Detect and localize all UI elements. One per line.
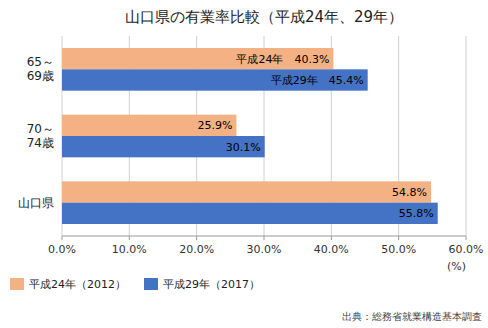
tick-mark — [129, 236, 130, 240]
legend-swatch — [10, 278, 24, 290]
x-axis — [62, 236, 466, 237]
axis-label: (%) — [447, 260, 466, 273]
tick-mark — [331, 236, 332, 240]
legend: 平成24年（2012） 平成29年（2017） — [10, 278, 260, 291]
title: 山口県の有業率比較（平成24年、29年） — [125, 8, 403, 26]
category-label: 山口県 — [18, 196, 54, 210]
tick-label: 50.0% — [381, 243, 416, 256]
data-label: 25.9% — [197, 119, 232, 132]
data-label: 平成24年 40.3% — [236, 53, 329, 66]
tick-mark — [196, 236, 197, 240]
bar — [62, 181, 431, 202]
bar — [62, 48, 333, 69]
tick-mark — [466, 236, 467, 240]
tick-label: 0.0% — [48, 243, 76, 256]
data-label: 30.1% — [226, 141, 261, 154]
bar — [62, 115, 236, 136]
tick-label: 40.0% — [314, 243, 349, 256]
bar — [62, 69, 368, 90]
bar — [62, 203, 438, 224]
tick-mark — [62, 236, 63, 240]
data-label: 平成29年 45.4% — [271, 74, 364, 87]
tick-mark — [398, 236, 399, 240]
chart: 山口県の有業率比較（平成24年、29年） 0.0% 10.0% 20.0% 30.0% 4… — [0, 0, 488, 328]
legend-label: 平成29年（2017） — [163, 278, 260, 291]
bar — [62, 136, 265, 157]
data-labels: 平成24年 40.3% 25.9% 54.8% 平成29年 45.4% 30.1% 55.… — [197, 53, 433, 221]
tick-label: 10.0% — [112, 243, 147, 256]
tick-label: 30.0% — [247, 243, 282, 256]
bars — [62, 48, 438, 224]
data-label: 54.8% — [392, 186, 427, 199]
data-label: 55.8% — [399, 207, 434, 220]
legend-swatch — [144, 278, 158, 290]
grid-line — [466, 36, 467, 236]
tick-label: 60.0% — [449, 243, 484, 256]
legend-label: 平成24年（2012） — [29, 278, 126, 291]
tick-label: 20.0% — [179, 243, 214, 256]
tick-mark — [264, 236, 265, 240]
category-label: 65～69歳 — [27, 55, 54, 83]
category-label: 70～74歳 — [27, 122, 54, 150]
annotation: 出典：総務省就業構造基本調査 — [342, 311, 482, 322]
